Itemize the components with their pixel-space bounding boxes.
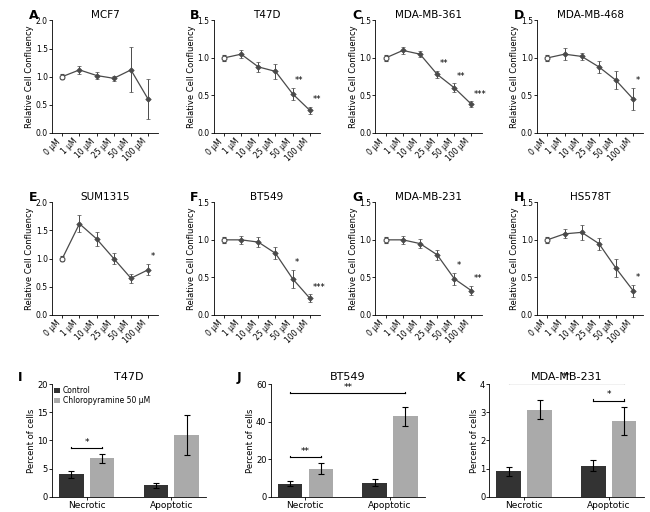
Y-axis label: Relative Cell Confluency: Relative Cell Confluency <box>187 25 196 128</box>
Text: I: I <box>18 371 23 384</box>
Text: **: ** <box>301 446 310 456</box>
Text: *: * <box>606 391 611 399</box>
Bar <box>393 416 418 497</box>
Text: H: H <box>514 191 524 204</box>
Title: HS578T: HS578T <box>570 191 610 202</box>
Bar <box>362 483 387 497</box>
Title: MCF7: MCF7 <box>91 10 120 19</box>
Y-axis label: Relative Cell Confluency: Relative Cell Confluency <box>349 25 358 128</box>
Text: K: K <box>456 371 465 384</box>
Title: T47D: T47D <box>114 372 144 382</box>
Y-axis label: Percent of cells: Percent of cells <box>246 408 255 473</box>
Text: B: B <box>190 9 200 22</box>
Bar <box>309 468 333 497</box>
Y-axis label: Relative Cell Confluency: Relative Cell Confluency <box>25 207 34 310</box>
Text: **: ** <box>457 72 465 80</box>
Text: *: * <box>295 258 300 267</box>
Text: *: * <box>457 261 461 270</box>
Text: **: ** <box>562 372 571 381</box>
Text: A: A <box>29 9 38 22</box>
Title: BT549: BT549 <box>330 372 365 382</box>
Title: SUM1315: SUM1315 <box>81 191 130 202</box>
Text: *: * <box>84 438 89 446</box>
Text: **: ** <box>313 95 321 104</box>
Text: *: * <box>151 252 155 261</box>
Text: J: J <box>237 371 241 384</box>
Bar <box>90 458 114 497</box>
Bar <box>612 421 636 497</box>
Text: *: * <box>636 273 640 282</box>
Title: MDA-MB-231: MDA-MB-231 <box>530 372 603 382</box>
Text: **: ** <box>295 76 304 85</box>
Text: *: * <box>636 76 640 85</box>
Y-axis label: Percent of cells: Percent of cells <box>27 408 36 473</box>
Title: MDA-MB-231: MDA-MB-231 <box>395 191 462 202</box>
Bar <box>174 435 199 497</box>
Text: **: ** <box>440 59 448 68</box>
Title: BT549: BT549 <box>250 191 283 202</box>
Text: F: F <box>190 191 199 204</box>
Y-axis label: Percent of cells: Percent of cells <box>469 408 478 473</box>
Bar <box>59 474 84 497</box>
Title: MDA-MB-361: MDA-MB-361 <box>395 10 462 19</box>
Y-axis label: Relative Cell Confluency: Relative Cell Confluency <box>349 207 358 310</box>
Title: T47D: T47D <box>253 10 281 19</box>
Text: ***: *** <box>313 283 325 292</box>
Bar <box>144 485 168 497</box>
Text: E: E <box>29 191 37 204</box>
Text: ***: *** <box>474 90 487 98</box>
Text: **: ** <box>474 274 482 284</box>
Y-axis label: Relative Cell Confluency: Relative Cell Confluency <box>510 207 519 310</box>
Text: **: ** <box>343 382 352 392</box>
Bar <box>497 472 521 497</box>
Title: MDA-MB-468: MDA-MB-468 <box>557 10 624 19</box>
Text: C: C <box>352 9 361 22</box>
Text: D: D <box>514 9 524 22</box>
Bar <box>527 410 552 497</box>
Y-axis label: Relative Cell Confluency: Relative Cell Confluency <box>510 25 519 128</box>
Legend: Control, Chloropyramine 50 μM: Control, Chloropyramine 50 μM <box>53 386 150 405</box>
Bar <box>278 483 302 497</box>
Y-axis label: Relative Cell Confluency: Relative Cell Confluency <box>187 207 196 310</box>
Text: G: G <box>352 191 362 204</box>
Bar <box>581 466 606 497</box>
Y-axis label: Relative Cell Confluency: Relative Cell Confluency <box>25 25 34 128</box>
